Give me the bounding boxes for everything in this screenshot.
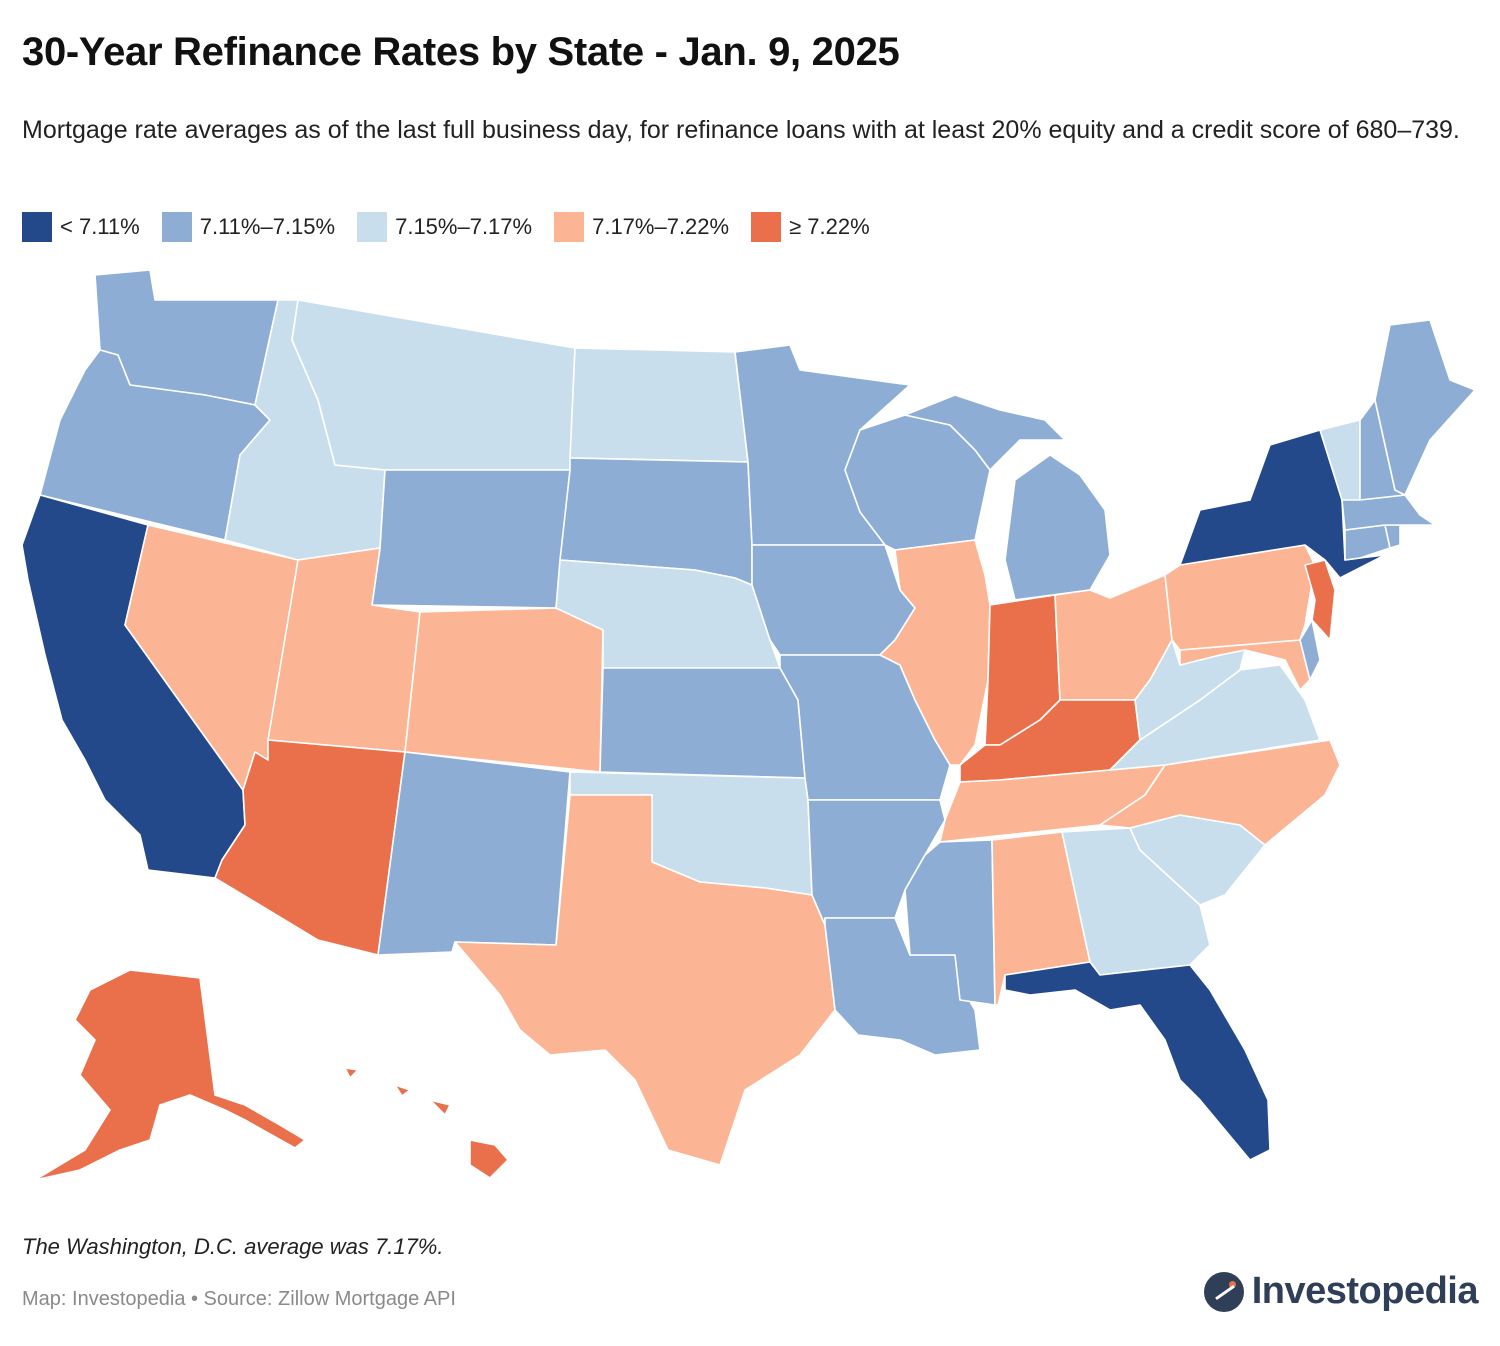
legend-item: 7.17%–7.22% bbox=[554, 212, 729, 242]
state-delaware[interactable] bbox=[1299, 619, 1321, 681]
state-michigan-lower[interactable] bbox=[1004, 454, 1111, 601]
state-nebraska[interactable] bbox=[555, 559, 781, 669]
state-north-carolina[interactable] bbox=[1099, 739, 1341, 846]
legend-label: ≥ 7.22% bbox=[789, 214, 870, 239]
legend-swatch bbox=[554, 212, 585, 242]
legend-swatch bbox=[357, 212, 388, 242]
investopedia-logo: Investopedia bbox=[1203, 1270, 1479, 1313]
legend: < 7.11% 7.11%–7.15% 7.15%–7.17% 7.17%–7.… bbox=[22, 212, 892, 242]
state-michigan-upper[interactable] bbox=[904, 394, 1066, 471]
legend-label: 7.17%–7.22% bbox=[592, 214, 730, 239]
state-maine[interactable] bbox=[1374, 319, 1476, 496]
footnote: The Washington, D.C. average was 7.17%. bbox=[22, 1234, 444, 1259]
state-kansas[interactable] bbox=[599, 667, 806, 779]
investopedia-logo-icon bbox=[1203, 1271, 1244, 1312]
state-new-mexico[interactable] bbox=[377, 751, 571, 956]
legend-item: ≥ 7.22% bbox=[751, 212, 870, 242]
source-credit: Map: Investopedia • Source: Zillow Mortg… bbox=[22, 1288, 456, 1310]
legend-item: < 7.11% bbox=[22, 212, 140, 242]
logo-text: Investopedia bbox=[1251, 1270, 1479, 1312]
legend-label: < 7.11% bbox=[60, 214, 140, 239]
legend-label: 7.15%–7.17% bbox=[395, 214, 533, 239]
state-montana[interactable] bbox=[291, 299, 576, 471]
legend-item: 7.11%–7.15% bbox=[161, 212, 336, 242]
state-florida[interactable] bbox=[1004, 961, 1271, 1161]
state-hawaii[interactable] bbox=[344, 1067, 509, 1179]
chart-title: 30-Year Refinance Rates by State - Jan. … bbox=[22, 30, 900, 74]
legend-label: 7.11%–7.15% bbox=[199, 214, 336, 239]
state-texas[interactable] bbox=[454, 794, 836, 1166]
chart-subtitle: Mortgage rate averages as of the last fu… bbox=[22, 116, 1460, 144]
state-massachusetts[interactable] bbox=[1341, 494, 1436, 531]
state-colorado[interactable] bbox=[404, 607, 604, 773]
legend-swatch bbox=[161, 212, 192, 242]
state-north-dakota[interactable] bbox=[569, 347, 749, 463]
legend-swatch bbox=[751, 212, 782, 242]
state-alaska[interactable] bbox=[34, 969, 306, 1181]
us-state-map bbox=[21, 269, 1476, 1181]
state-iowa[interactable] bbox=[751, 544, 916, 656]
legend-swatch bbox=[22, 212, 52, 242]
state-arkansas[interactable] bbox=[807, 799, 946, 926]
legend-item: 7.15%–7.17% bbox=[357, 212, 532, 242]
state-wyoming[interactable] bbox=[371, 469, 571, 609]
state-illinois[interactable] bbox=[879, 539, 991, 766]
